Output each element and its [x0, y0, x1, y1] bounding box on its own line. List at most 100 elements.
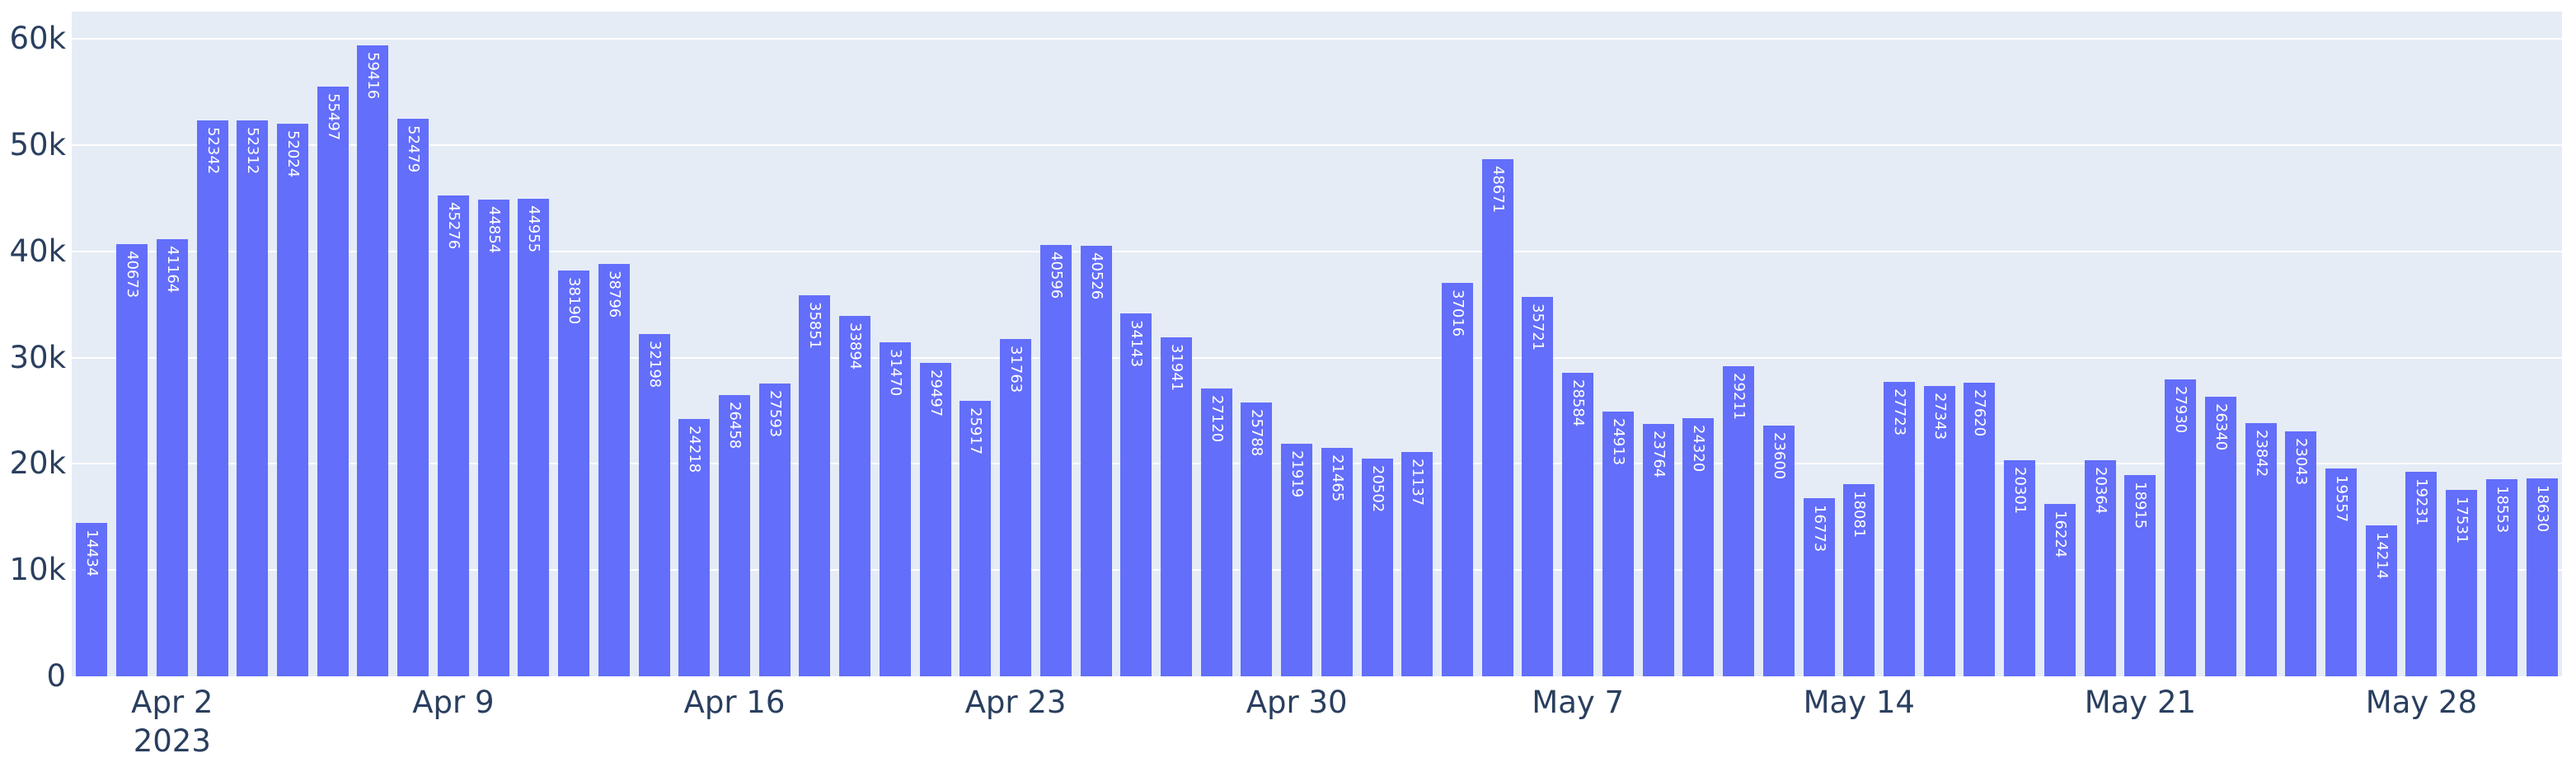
bar[interactable]: 24913	[1602, 412, 1634, 676]
bar[interactable]: 40673	[116, 244, 148, 676]
bar-value-label: 37016	[1449, 290, 1467, 337]
x-axis-date-label: Apr 9	[412, 685, 495, 720]
bar[interactable]: 20301	[2004, 460, 2036, 676]
bar[interactable]: 31941	[1160, 337, 1192, 676]
bar[interactable]: 52312	[237, 120, 269, 676]
bar[interactable]: 20364	[2084, 459, 2116, 676]
bar[interactable]: 18553	[2485, 478, 2517, 676]
bar-value-label: 52024	[284, 129, 302, 178]
bar[interactable]: 31763	[1000, 338, 1032, 676]
bar-value-label: 32198	[645, 341, 664, 388]
bar-value-label: 52312	[244, 127, 262, 175]
bar-value-label: 55497	[324, 93, 342, 141]
bar[interactable]: 27723	[1884, 381, 1916, 676]
bar[interactable]: 24218	[678, 419, 711, 676]
bar[interactable]: 17531	[2446, 490, 2478, 676]
plot-area[interactable]: 14434 40673 41164 52342 52312 52024 55497 59416…	[72, 12, 2562, 676]
bar-value-label: 21137	[1409, 458, 1427, 506]
bar[interactable]: 24320	[1682, 417, 1715, 676]
bar[interactable]: 18630	[2526, 478, 2558, 676]
bar[interactable]: 21919	[1281, 443, 1313, 676]
bar[interactable]: 20502	[1361, 458, 1393, 676]
bar-value-label: 38190	[565, 277, 584, 325]
bar[interactable]: 14214	[2365, 525, 2397, 676]
bar[interactable]: 29211	[1723, 365, 1755, 676]
bar[interactable]: 35721	[1522, 296, 1554, 676]
y-axis-tick-label: 40k	[9, 233, 66, 269]
bar[interactable]: 14434	[76, 523, 108, 676]
bar-value-label: 45276	[444, 201, 462, 249]
bar-value-label: 34143	[1128, 320, 1146, 368]
bar[interactable]: 27930	[2165, 379, 2197, 676]
bar[interactable]: 23043	[2285, 431, 2317, 676]
x-axis-tick-label: May 28	[2366, 683, 2477, 722]
y-axis-tick-label: 0	[46, 658, 66, 694]
bar[interactable]: 59416	[357, 45, 389, 676]
bar[interactable]: 27593	[758, 383, 791, 676]
bar[interactable]: 52342	[196, 120, 228, 676]
bar[interactable]: 38796	[598, 264, 630, 676]
bar[interactable]: 48671	[1481, 158, 1513, 676]
bar[interactable]: 23764	[1642, 423, 1674, 676]
bar[interactable]: 29497	[919, 363, 951, 676]
bar-value-label: 23043	[2292, 438, 2311, 486]
bar[interactable]: 44854	[477, 200, 509, 676]
bar[interactable]: 16224	[2043, 504, 2076, 676]
bar-value-label: 14434	[83, 530, 101, 577]
bar[interactable]: 23842	[2245, 422, 2277, 676]
bar[interactable]: 27120	[1200, 388, 1232, 676]
bar[interactable]: 32198	[638, 334, 670, 676]
y-axis-tick-label: 50k	[9, 126, 66, 162]
bar-value-label: 16773	[1810, 504, 1828, 553]
bar-value-label: 40596	[1047, 252, 1065, 299]
bar[interactable]: 37016	[1442, 283, 1474, 676]
bar[interactable]: 21465	[1321, 448, 1353, 676]
x-axis-date-label: Apr 16	[683, 685, 786, 720]
bar-value-label: 44955	[525, 205, 543, 253]
bar-value-label: 35851	[806, 302, 824, 350]
bar[interactable]: 45276	[437, 195, 469, 676]
bar[interactable]: 25788	[1241, 402, 1273, 676]
bar[interactable]: 27343	[1923, 385, 1955, 676]
bar[interactable]: 25917	[960, 401, 992, 676]
gridline	[72, 144, 2562, 146]
bar-value-label: 16224	[2051, 511, 2069, 558]
bar[interactable]: 44955	[518, 198, 550, 676]
x-axis-tick-label: May 21	[2085, 683, 2196, 722]
x-axis-tick-label: Apr 30	[1246, 683, 1348, 722]
bar[interactable]: 40596	[1039, 245, 1072, 676]
bar[interactable]: 35851	[799, 295, 831, 676]
bar[interactable]: 27620	[1964, 383, 1996, 676]
bar-value-label: 21465	[1328, 454, 1346, 502]
bar-value-label: 29497	[927, 370, 945, 417]
bar[interactable]: 34143	[1120, 313, 1152, 676]
bar[interactable]: 18081	[1843, 484, 1875, 676]
bar[interactable]: 52024	[276, 123, 308, 676]
gridline	[72, 250, 2562, 252]
bar-value-label: 23842	[2252, 429, 2270, 478]
gridline	[72, 569, 2562, 572]
bar[interactable]: 31470	[879, 341, 911, 676]
bar[interactable]: 40526	[1080, 245, 1112, 676]
bar-value-label: 31470	[886, 348, 904, 396]
bar[interactable]: 21137	[1401, 451, 1433, 676]
bar[interactable]: 18915	[2124, 475, 2156, 676]
bar-value-label: 44854	[485, 206, 503, 254]
bar[interactable]: 26340	[2204, 396, 2236, 676]
bar[interactable]: 19231	[2405, 472, 2438, 676]
bar[interactable]: 28584	[1562, 372, 1594, 676]
bar-value-label: 27120	[1208, 394, 1226, 442]
bar[interactable]: 19557	[2325, 468, 2357, 676]
bar[interactable]: 38190	[558, 271, 590, 676]
bar[interactable]: 55497	[317, 87, 349, 676]
x-axis-date-label: May 21	[2084, 685, 2197, 720]
bar[interactable]: 52479	[397, 118, 429, 676]
bar-value-label: 33894	[847, 322, 865, 370]
bar[interactable]: 23600	[1762, 425, 1795, 676]
bar[interactable]: 26458	[718, 395, 750, 676]
bar[interactable]: 41164	[156, 238, 188, 676]
bar[interactable]: 16773	[1803, 497, 1835, 676]
x-axis-date-label: May 7	[1532, 685, 1625, 720]
bar-value-label: 18630	[2533, 485, 2551, 533]
bar[interactable]: 33894	[839, 316, 871, 676]
